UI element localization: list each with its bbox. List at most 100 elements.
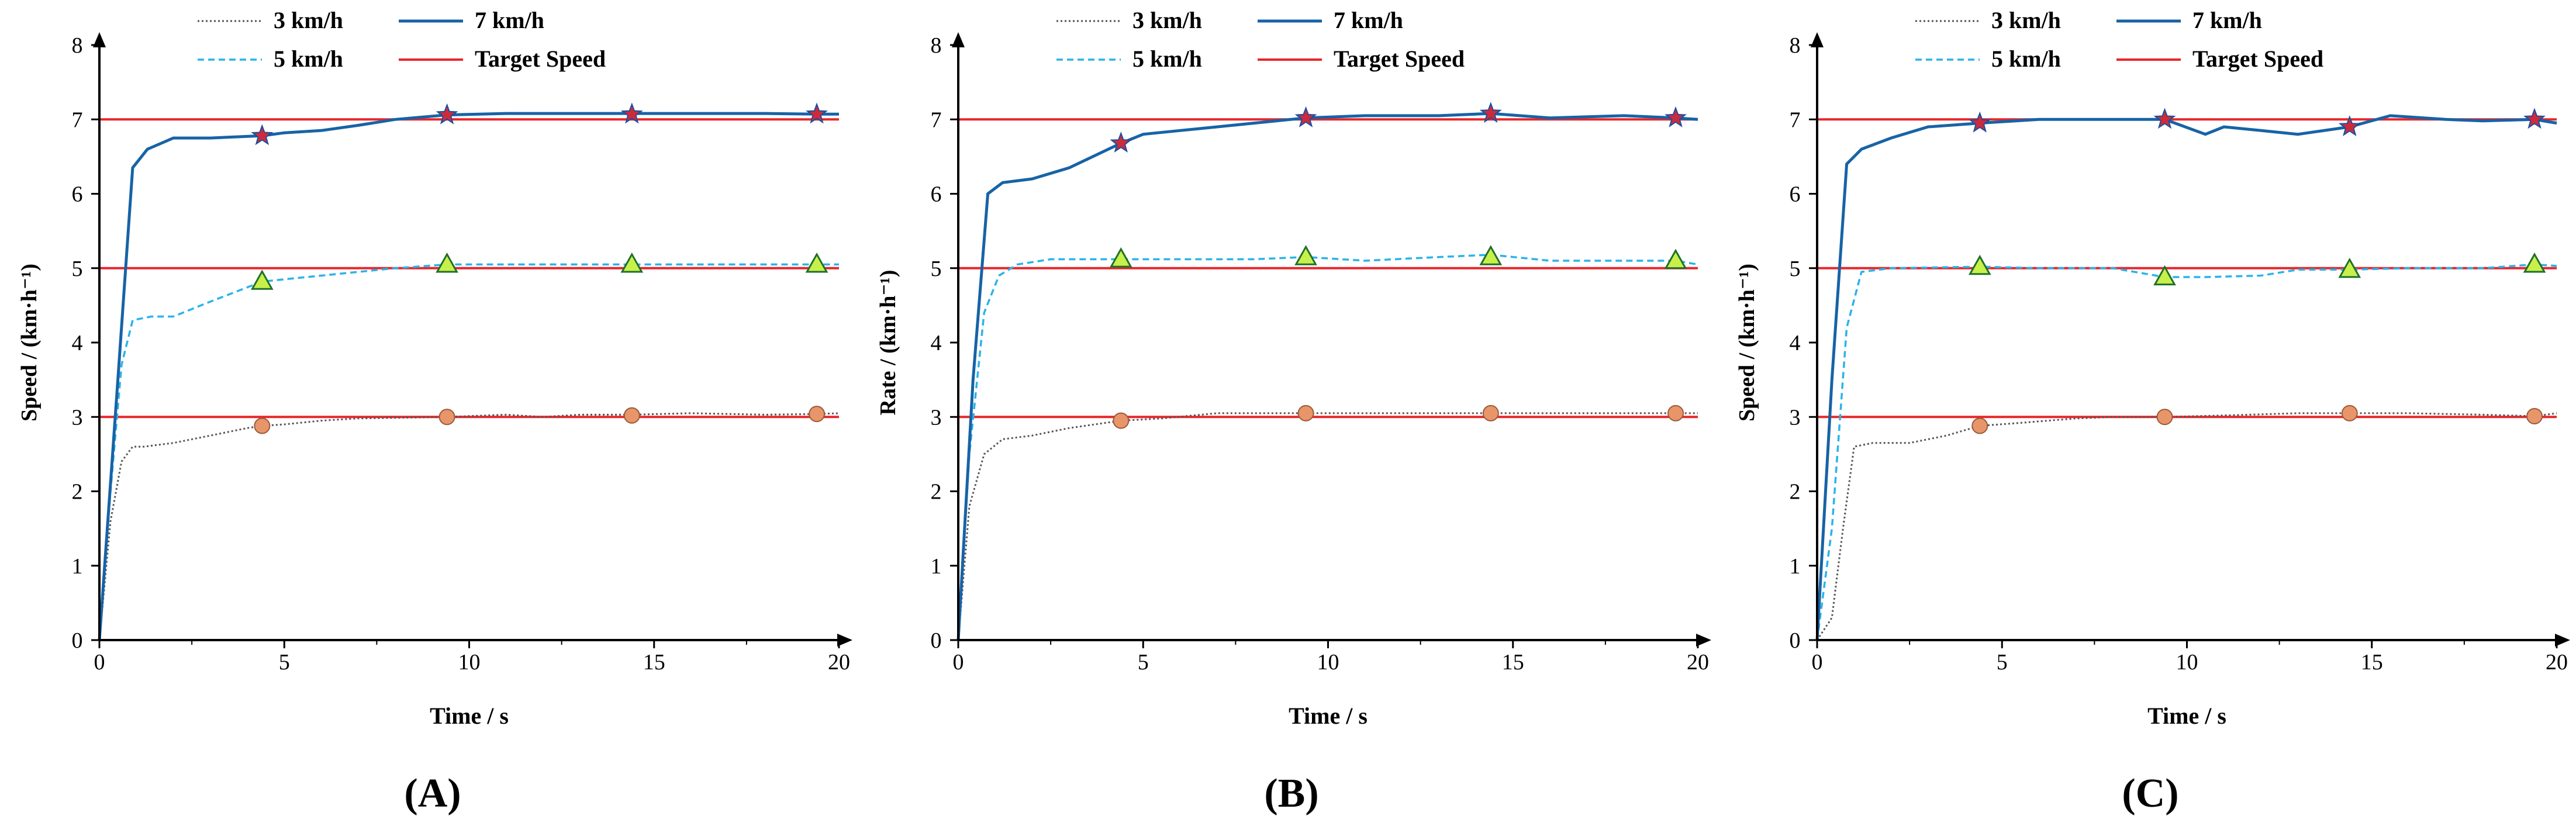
series-line-s3 <box>1816 412 2557 641</box>
marker-circle-s3 <box>254 417 271 434</box>
legend-label-s3: 3 km/h <box>1132 7 1202 33</box>
legend: 3 km/h 7 km/h 5 km/h Target Speed <box>198 7 606 72</box>
legend-label-target: Target Speed <box>2192 46 2323 72</box>
y-axis-title: Speed / (km·h⁻¹) <box>1735 264 1759 421</box>
legend-label-s7: 7 km/h <box>1334 7 1403 33</box>
y-tick-label: 7 <box>72 108 83 132</box>
y-axis-title: Speed / (km·h⁻¹) <box>17 264 42 421</box>
plot-area <box>98 102 840 641</box>
y-axis-title: Rate / (km·h⁻¹) <box>876 270 900 416</box>
marker-triangle-s5 <box>1294 245 1317 265</box>
panel-c: 0 5 10 15 20 0 1 2 3 4 5 6 7 8 Time / s Speed / (km·h⁻¹… <box>1718 0 2576 840</box>
x-axis-arrow <box>1696 634 1711 647</box>
y-tick-label: 7 <box>1790 108 1801 132</box>
x-tick-label: 5 <box>279 650 290 675</box>
x-axis-title: Time / s <box>2147 703 2226 729</box>
marker-star-s7 <box>2523 108 2546 129</box>
y-tick-label: 1 <box>931 554 942 579</box>
marker-star-s7 <box>251 124 274 146</box>
series-line-s3 <box>957 412 1698 641</box>
panel-b: 0 5 10 15 20 0 1 2 3 4 5 6 7 8 Time / s Rate / (km·h⁻¹)… <box>859 0 1717 840</box>
y-tick-label: 0 <box>931 628 942 653</box>
x-tick-label: 0 <box>1812 650 1823 675</box>
series-line-s5 <box>957 254 1698 641</box>
y-tick-label: 5 <box>931 257 942 281</box>
y-tick-label: 4 <box>1790 331 1801 355</box>
marker-circle-s3 <box>1113 412 1130 429</box>
y-tick-label: 8 <box>72 33 83 58</box>
marker-star-s7 <box>620 102 643 124</box>
panel-label: (A) <box>404 771 461 816</box>
y-tick-label: 5 <box>72 257 83 281</box>
marker-circle-s3 <box>1971 417 1988 434</box>
marker-star-s7 <box>806 102 828 124</box>
plot-area <box>1815 108 2557 641</box>
x-tick-label: 0 <box>94 650 105 675</box>
marker-triangle-s5 <box>805 252 828 273</box>
x-tick-label: 20 <box>2546 650 2568 675</box>
x-tick-label: 15 <box>643 650 665 675</box>
y-tick-label: 7 <box>931 108 942 132</box>
series-line-s3 <box>98 412 840 641</box>
x-tick-label: 5 <box>1997 650 2008 675</box>
y-tick-label: 2 <box>72 480 83 504</box>
y-tick-label: 3 <box>1790 405 1801 430</box>
marker-star-s7 <box>1969 111 1991 133</box>
y-tick-label: 6 <box>931 182 942 207</box>
series-line-s7 <box>1815 114 2557 641</box>
legend-label-target: Target Speed <box>1334 46 1465 72</box>
y-tick-label: 6 <box>72 182 83 207</box>
plot-area <box>956 102 1698 641</box>
legend-label-s5: 5 km/h <box>1991 46 2061 72</box>
marker-triangle-s5 <box>1968 254 1991 275</box>
x-tick-label: 20 <box>828 650 850 675</box>
series-line-s5 <box>98 263 839 641</box>
panel-a: 0 5 10 15 20 0 1 2 3 4 5 6 7 8 Time / s Speed / (km·h⁻¹… <box>0 0 858 840</box>
marker-circle-s3 <box>809 406 826 423</box>
x-tick-label: 0 <box>953 650 964 675</box>
legend-label-s3: 3 km/h <box>274 7 343 33</box>
legend-label-s5: 5 km/h <box>274 46 343 72</box>
marker-triangle-s5 <box>1109 247 1132 268</box>
marker-triangle-s5 <box>620 252 644 273</box>
y-tick-label: 2 <box>931 480 942 504</box>
marker-circle-s3 <box>1482 405 1499 421</box>
chart-c: 0 5 10 15 20 0 1 2 3 4 5 6 7 8 Time / s Speed / (km·h⁻¹… <box>1735 7 2570 816</box>
y-tick-label: 1 <box>1790 554 1801 579</box>
panel-label: (C) <box>2122 771 2178 816</box>
series-line-s7 <box>956 112 1698 641</box>
y-tick-label: 8 <box>931 33 942 58</box>
x-tick-label: 20 <box>1687 650 1709 675</box>
marker-circle-s3 <box>438 409 455 426</box>
marker-triangle-s5 <box>2523 252 2546 273</box>
y-tick-label: 4 <box>931 331 942 355</box>
y-tick-label: 3 <box>931 405 942 430</box>
marker-triangle-s5 <box>2153 265 2176 286</box>
y-tick-label: 8 <box>1790 33 1801 58</box>
legend-label-s5: 5 km/h <box>1132 46 1202 72</box>
marker-star-s7 <box>436 103 458 125</box>
x-tick-label: 10 <box>1317 650 1339 675</box>
marker-star-s7 <box>1479 102 1502 123</box>
marker-triangle-s5 <box>250 269 274 290</box>
marker-star-s7 <box>1294 106 1317 127</box>
y-axis-arrow <box>93 32 106 47</box>
marker-circle-s3 <box>1297 405 1314 421</box>
marker-star-s7 <box>2153 108 2176 129</box>
marker-triangle-s5 <box>436 252 458 273</box>
x-tick-label: 5 <box>1138 650 1149 675</box>
marker-star-s7 <box>2338 115 2361 137</box>
legend-label-s7: 7 km/h <box>475 7 544 33</box>
y-tick-label: 4 <box>72 331 83 355</box>
series-line-s7 <box>98 112 839 641</box>
x-axis-arrow <box>837 634 852 647</box>
chart-a: 0 5 10 15 20 0 1 2 3 4 5 6 7 8 Time / s Speed / (km·h⁻¹… <box>17 7 852 816</box>
x-axis-title: Time / s <box>430 703 509 729</box>
series-line-s5 <box>1816 263 2557 641</box>
marker-circle-s3 <box>623 407 640 424</box>
y-axis-arrow <box>1811 32 1824 47</box>
legend-label-s3: 3 km/h <box>1991 7 2061 33</box>
x-axis-arrow <box>2555 634 2570 647</box>
legend: 3 km/h 7 km/h 5 km/h Target Speed <box>1915 7 2323 72</box>
marker-triangle-s5 <box>1479 245 1503 265</box>
